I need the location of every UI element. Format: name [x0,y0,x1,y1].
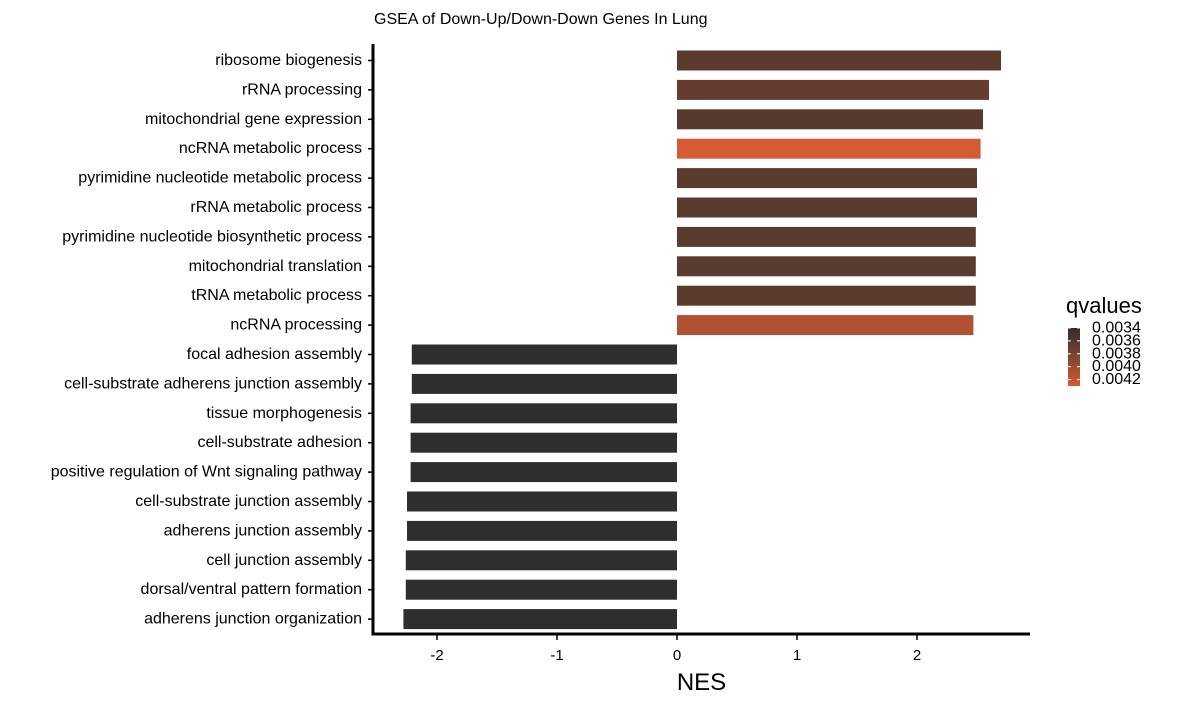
y-tick-label-13: cell-substrate adhesion [197,434,362,451]
y-tick-label-12: tissue morphogenesis [206,405,362,422]
legend-colorbar [1068,328,1080,386]
x-tick-label-1: -1 [550,647,563,664]
y-tick-label-14: positive regulation of Wnt signaling pat… [51,464,362,481]
bar-16 [407,520,677,541]
bar-4 [677,168,977,189]
bar-12 [410,403,677,424]
bar-15 [407,491,677,512]
bar-11 [411,373,677,394]
x-tick-label-4: 2 [913,647,921,664]
y-tick-label-3: ncRNA metabolic process [179,140,362,157]
legend-label-3: 0.0040 [1092,358,1141,375]
bar-18 [405,579,677,600]
bar-2 [677,109,983,130]
y-tick-label-6: pyrimidine nucleotide biosynthetic proce… [62,228,362,245]
y-tick-label-10: focal adhesion assembly [187,346,362,363]
legend-title: qvalues [1066,293,1142,318]
bar-14 [410,462,677,483]
x-axis-label: NES [677,669,726,696]
y-tick-labels-group: ribosome biogenesis rRNA processing mitoch… [51,52,373,628]
bar-0 [677,50,1001,71]
bar-19 [403,609,677,630]
y-tick-label-1: rRNA processing [242,81,362,98]
bar-13 [410,432,677,453]
bar-8 [677,285,976,306]
bar-5 [677,197,977,218]
y-tick-label-8: tRNA metabolic process [191,287,362,304]
legend-label-4: 0.0042 [1092,371,1141,388]
y-tick-label-18: dorsal/ventral pattern formation [141,581,362,598]
legend-label-1: 0.0036 [1092,332,1141,349]
y-tick-label-17: cell junction assembly [206,552,362,569]
bar-10 [411,344,677,365]
bar-3 [677,138,981,159]
y-tick-label-2: mitochondrial gene expression [145,111,362,128]
y-tick-label-4: pyrimidine nucleotide metabolic process [78,170,362,187]
x-tick-label-3: 1 [793,647,801,664]
x-tick-label-0: -2 [430,647,443,664]
bars-group [403,50,1001,630]
chart-title: GSEA of Down-Up/Down-Down Genes In Lung [374,11,708,28]
legend-label-2: 0.0038 [1092,345,1141,362]
y-tick-label-9: ncRNA processing [230,317,362,334]
y-tick-label-0: ribosome biogenesis [215,52,362,69]
x-tick-label-2: 0 [673,647,681,664]
legend-label-0: 0.0034 [1092,320,1141,337]
bar-9 [677,315,974,336]
bar-6 [677,226,976,247]
bar-17 [405,550,677,571]
bar-7 [677,256,976,277]
y-tick-label-7: mitochondrial translation [189,258,362,275]
y-tick-label-5: rRNA metabolic process [190,199,362,216]
y-tick-label-19: adherens junction organization [144,611,362,628]
y-tick-label-16: adherens junction assembly [164,522,362,539]
bar-1 [677,79,989,100]
y-tick-label-11: cell-substrate adherens junction assembl… [64,375,362,392]
y-tick-label-15: cell-substrate junction assembly [135,493,362,510]
x-ticks-group: -2 -1 0 1 2 [430,634,921,664]
